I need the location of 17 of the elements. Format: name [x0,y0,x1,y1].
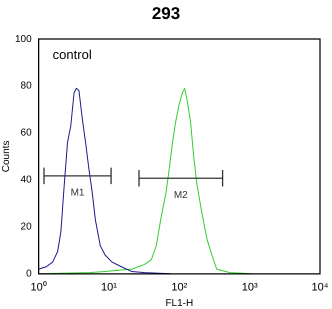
y-tick-label: 40 [20,174,32,186]
series-label: M2 [174,190,188,201]
x-tick-label: 10³ [242,281,258,294]
y-tick-label: 20 [20,222,32,233]
y-tick-label: 80 [20,80,32,92]
y-axis-title: Counts [0,140,12,172]
series-label: M1 [70,188,85,199]
x-tick-label: 10⁴ [312,281,329,294]
y-tick-label: 0 [26,268,32,280]
x-axis-title: FL1-H [165,298,194,309]
annotation: control [52,47,92,62]
chart-title: 293 [150,4,182,24]
y-tick-label: 100 [14,34,32,45]
y-tick-label: 60 [20,128,32,139]
x-tick-label: 10¹ [101,281,118,294]
x-tick-label: 10⁰ [30,280,47,294]
x-tick-label: 10² [171,281,188,294]
